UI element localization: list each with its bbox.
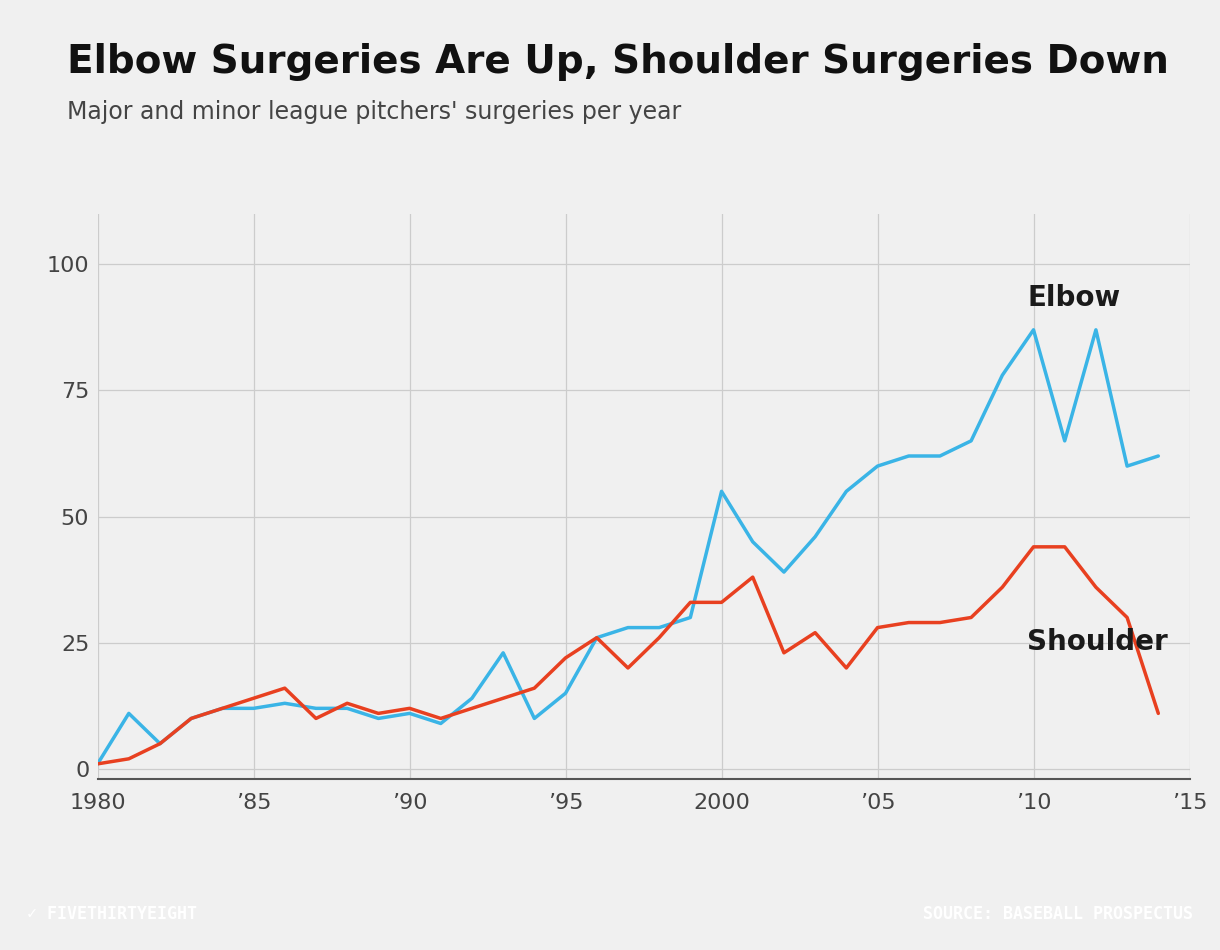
Text: SOURCE: BASEBALL PROSPECTUS: SOURCE: BASEBALL PROSPECTUS [924, 905, 1193, 923]
Text: Shoulder: Shoulder [1027, 628, 1168, 656]
Text: Elbow Surgeries Are Up, Shoulder Surgeries Down: Elbow Surgeries Are Up, Shoulder Surgeri… [67, 43, 1169, 81]
Text: ✓ FIVETHIRTYEIGHT: ✓ FIVETHIRTYEIGHT [27, 905, 196, 923]
Text: Elbow: Elbow [1027, 284, 1120, 313]
Text: Major and minor league pitchers' surgeries per year: Major and minor league pitchers' surgeri… [67, 100, 681, 124]
